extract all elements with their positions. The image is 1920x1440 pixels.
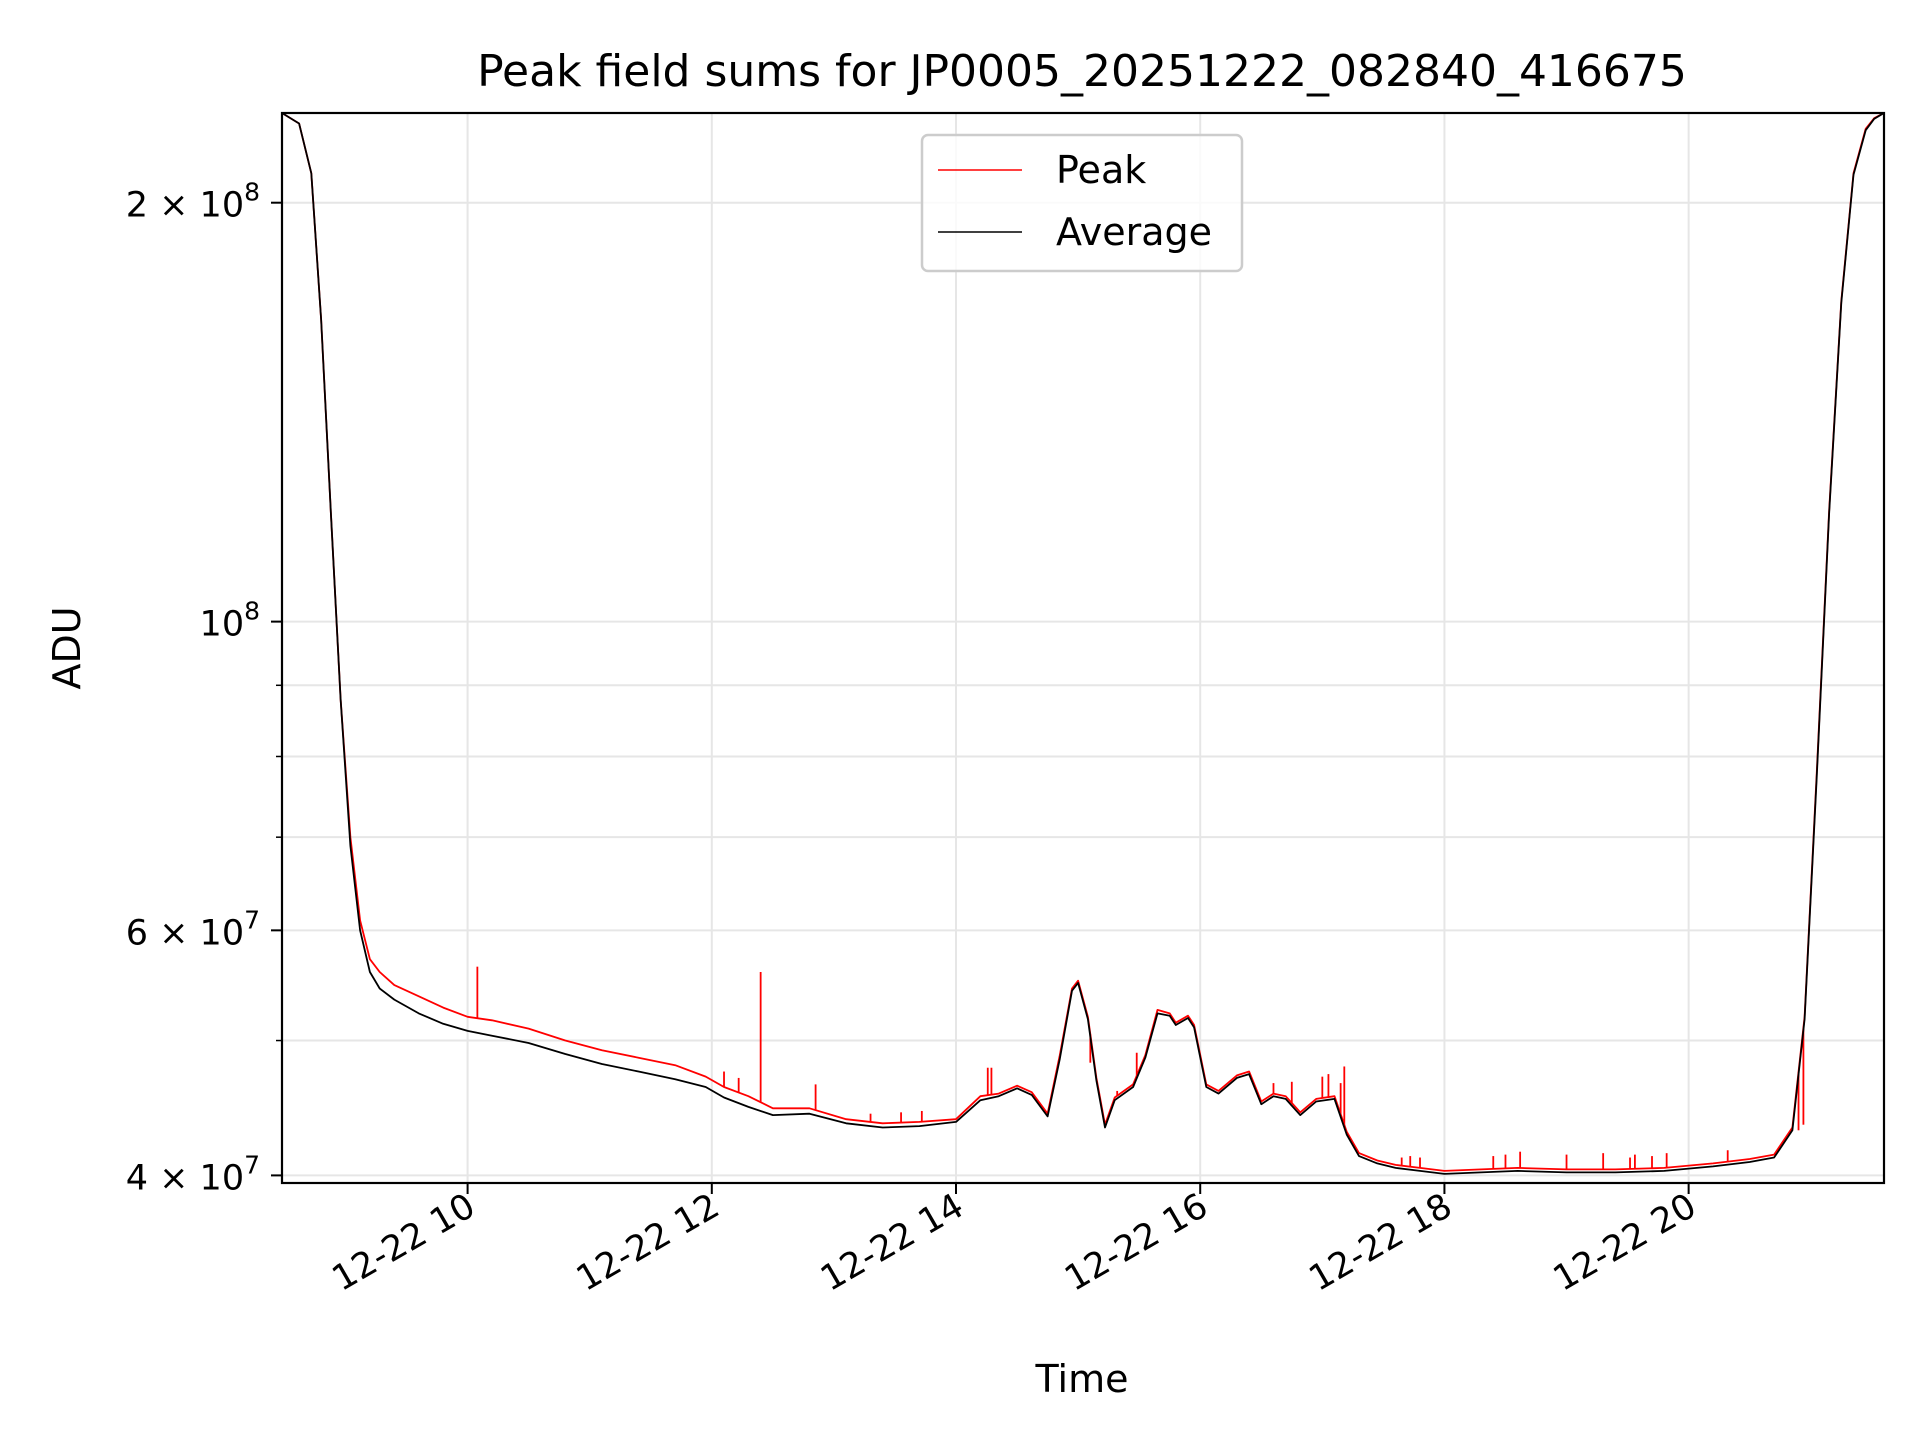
- legend-peak-label: Peak: [1056, 148, 1146, 192]
- y-tick-label-2: 108: [200, 597, 260, 645]
- y-axis-label: ADU: [45, 606, 89, 689]
- legend-average-label: Average: [1056, 210, 1212, 254]
- series-line-average: [281, 112, 1885, 1175]
- series-line-peak: [281, 112, 1885, 1172]
- legend-frame: [920, 133, 1244, 273]
- peak-spikes: [476, 966, 1805, 1170]
- y-tick-label-1: 6 × 107: [126, 905, 260, 953]
- y-axis-ticks: 4 × 107 6 × 107 108 2 × 108: [126, 178, 282, 1198]
- y-tick-label-3: 2 × 108: [126, 178, 260, 226]
- y-tick-label-0: 4 × 107: [126, 1150, 260, 1198]
- chart-title: Peak field sums for JP0005_20251222_0828…: [477, 46, 1687, 97]
- series-lines: [281, 112, 1885, 1175]
- legend: Peak Average: [920, 133, 1244, 273]
- plot-area-frame: [280, 111, 1886, 1185]
- x-axis-label: Time: [1035, 1357, 1129, 1401]
